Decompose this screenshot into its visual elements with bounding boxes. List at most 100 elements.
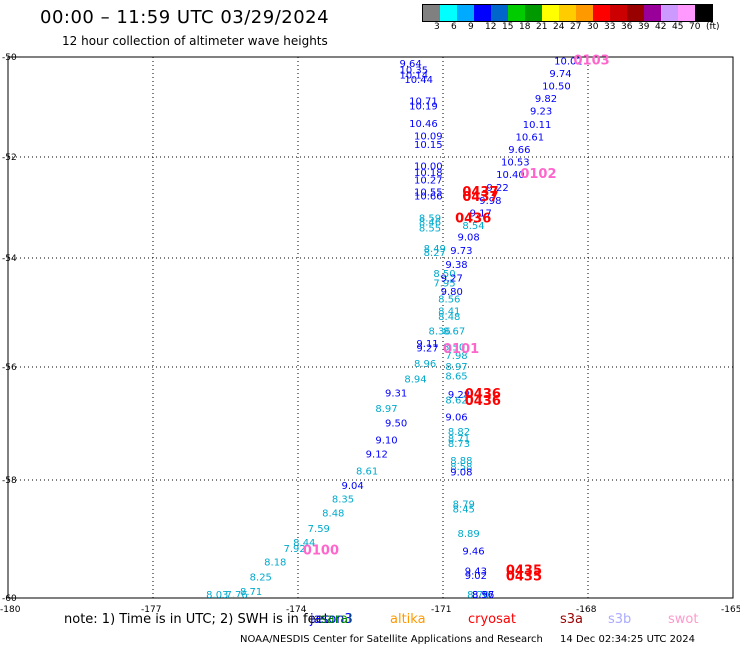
data-point-label: 8.50 (443, 343, 465, 354)
legend: note: 1) Time is in UTC; 2) SWH is in fe… (0, 612, 740, 632)
lat-tick-label: -54 (2, 254, 17, 264)
lon-tick-label: -180 (0, 605, 21, 615)
data-point-label: 10.50 (542, 82, 571, 93)
data-point-label: 9.08 (458, 232, 480, 243)
data-point-label: 8.36 (429, 326, 451, 337)
color-swatch (423, 5, 440, 21)
color-swatch (457, 5, 474, 21)
lon-tick-label: -171 (431, 605, 451, 615)
data-point-label: 10.00 (414, 162, 443, 173)
data-point-label: 10.02 (554, 57, 583, 68)
legend-s3b: s3b (608, 612, 632, 627)
data-point-label: 8.49 (424, 244, 446, 255)
lat-tick-label: -58 (2, 476, 17, 486)
legend-jason3: jason3 (310, 612, 353, 627)
data-point-label: 10.66 (414, 191, 443, 202)
legend-altika: altika (390, 612, 426, 627)
lon-tick-label: -177 (141, 605, 161, 615)
data-point-label: 10.71 (409, 97, 438, 108)
data-point-label: 9.46 (462, 546, 484, 557)
pass-time-label: 0436 (465, 394, 501, 409)
data-point-label: 9.82 (535, 94, 557, 105)
data-point-label: 10.15 (414, 140, 443, 151)
lat-tick-label: -50 (2, 53, 17, 63)
data-point-label: 8.88 (450, 456, 472, 467)
data-point-label: 9.73 (450, 246, 472, 257)
color-swatch (474, 5, 491, 21)
color-scale-label: 15 (502, 22, 514, 32)
data-point-label: 9.31 (385, 388, 407, 399)
lat-tick-label: -60 (2, 594, 17, 604)
data-point-label: 8.48 (438, 312, 460, 323)
pass-time-label: 0103 (574, 54, 610, 69)
data-point-label: 9.17 (470, 209, 492, 220)
pass-time-label: 0435 (506, 569, 542, 584)
data-point-label: 9.80 (441, 287, 463, 298)
data-point-label: 9.02 (465, 571, 487, 582)
footer: NOAA/NESDIS Center for Satellite Applica… (240, 634, 695, 645)
pass-time-label: 0436 (455, 212, 491, 227)
color-swatch (508, 5, 525, 21)
color-scale-label: 45 (672, 22, 684, 32)
color-scale-label: 27 (570, 22, 582, 32)
lon-tick-label: -174 (286, 605, 307, 615)
data-point-label: 8.03 (206, 590, 228, 601)
color-scale-label: 39 (638, 22, 650, 32)
data-point-label: 10.55 (414, 187, 443, 198)
color-scale-label: 6 (451, 22, 457, 32)
color-swatch (661, 5, 678, 21)
data-point-label: 8.45 (453, 504, 475, 515)
color-swatch (559, 5, 576, 21)
data-point-label: 9.98 (479, 196, 501, 207)
color-swatch (644, 5, 661, 21)
data-point-label: 10.18 (414, 168, 443, 179)
data-point-label: 8.94 (404, 374, 426, 385)
color-swatch (695, 5, 712, 21)
color-scale-label: 3 (434, 22, 440, 32)
data-point-label: 9.74 (549, 69, 571, 80)
data-point-label: 10.40 (496, 170, 525, 181)
lat-tick-label: -56 (2, 363, 17, 373)
data-point-label: 10.46 (409, 119, 438, 130)
page-subtitle: 12 hour collection of altimeter wave hei… (62, 34, 328, 48)
data-point-label: 10.27 (414, 175, 443, 186)
data-point-label: 9.50 (385, 418, 407, 429)
data-point-label: 8.70 (467, 590, 489, 601)
legend-s3a: s3a (560, 612, 584, 627)
footer-credit: NOAA/NESDIS Center for Satellite Applica… (240, 634, 543, 645)
legend-swot: swot (668, 612, 699, 627)
data-point-label: 9.38 (445, 260, 467, 271)
color-scale-label: 24 (553, 22, 565, 32)
data-point-label: 10.09 (414, 132, 443, 143)
data-point-label: 7.59 (308, 524, 330, 535)
data-point-label: 9.28 (448, 390, 470, 401)
data-point-label: 9.64 (400, 59, 422, 70)
data-point-label: 8.89 (458, 529, 480, 540)
data-point-label: 8.54 (462, 221, 484, 232)
data-point-label: 8.18 (264, 558, 286, 569)
data-point-label: 8.82 (448, 427, 470, 438)
lat-tick-label: -52 (2, 153, 17, 163)
color-swatch (627, 5, 644, 21)
color-scale-label: 18 (519, 22, 531, 32)
data-point-label: 10.35 (400, 66, 429, 77)
data-point-label: 8.59 (419, 214, 441, 225)
pass-time-label: 0102 (520, 167, 556, 182)
data-point-label: 10.14 (400, 71, 429, 82)
pass-time-label: 0101 (443, 342, 479, 357)
data-point-label: 8.48 (322, 509, 344, 520)
data-point-label: 10.61 (516, 133, 545, 144)
data-point-label: 8.96 (414, 359, 436, 370)
color-swatch (440, 5, 457, 21)
data-point-label: 8.96 (472, 590, 494, 601)
color-scale-label: 70 (689, 22, 701, 32)
color-scale-label: 9 (468, 22, 474, 32)
footer-timestamp: 14 Dec 02:34:25 UTC 2024 (560, 634, 696, 645)
map-frame (7, 56, 734, 599)
data-point-label: 9.27 (441, 273, 463, 284)
data-point-label: 8.71 (240, 587, 262, 598)
color-swatch (678, 5, 695, 21)
data-point-label: 9.22 (487, 183, 509, 194)
color-swatch (542, 5, 559, 21)
color-swatch (525, 5, 542, 21)
